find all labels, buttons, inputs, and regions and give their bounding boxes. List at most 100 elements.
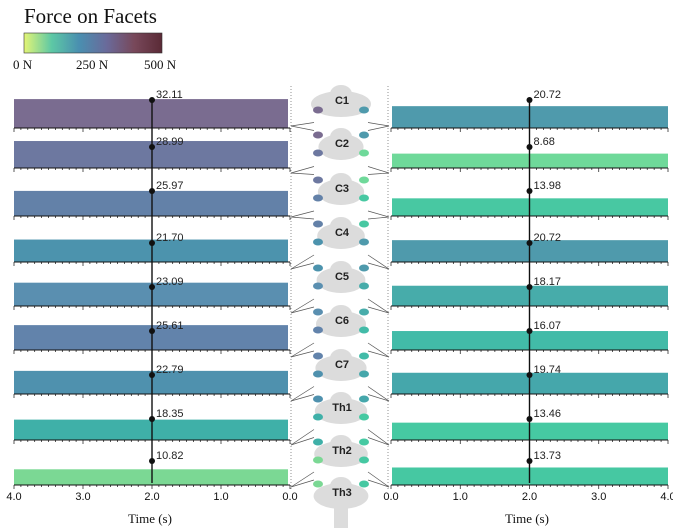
vertebra-shape: [314, 398, 368, 424]
facet-right-top: [359, 149, 369, 157]
facet-right-bottom: [359, 131, 369, 139]
marker-value-label: 20.72: [534, 89, 562, 101]
facet-right-bottom: [359, 395, 369, 403]
vertebra-shape: [316, 311, 366, 337]
vertebra-shape: [317, 179, 365, 205]
connector-line: [290, 122, 315, 127]
facet-right-top: [359, 238, 369, 246]
vertebra-label: Th2: [332, 445, 352, 457]
connector-line: [290, 394, 315, 402]
vertebra-label: Th3: [332, 487, 352, 499]
marker-value-label: 16.07: [534, 320, 562, 332]
facet-left-bottom: [313, 480, 323, 488]
facet-left-top: [313, 238, 323, 246]
vertebra-shape: [330, 217, 352, 235]
connector-line: [367, 210, 390, 218]
marker-point: [526, 458, 533, 464]
connector-line: [290, 437, 315, 446]
facet-left-top: [313, 370, 323, 378]
right-x-axis-label: Time (s): [505, 511, 549, 526]
connector-line: [367, 479, 390, 488]
marker-point: [526, 144, 533, 150]
left-force-band: [14, 190, 288, 216]
facet-right-bottom: [359, 480, 369, 488]
marker-value-label: 28.99: [156, 136, 184, 148]
facet-left-top: [313, 326, 323, 334]
connector-line: [367, 254, 390, 270]
connector-line: [367, 471, 390, 488]
facet-right-bottom: [359, 264, 369, 272]
connector-line: [290, 254, 315, 270]
connector-line: [367, 166, 390, 174]
x-tick-label: 4.0: [660, 491, 673, 503]
connector-line: [290, 471, 315, 488]
marker-point: [149, 97, 155, 103]
connector-line: [367, 350, 390, 358]
marker-point: [149, 240, 155, 246]
facet-left-bottom: [313, 308, 323, 316]
facet-left-top: [313, 413, 323, 421]
marker-point: [149, 416, 155, 422]
vertebra-shape: [313, 483, 369, 509]
marker-point: [526, 188, 533, 194]
left-force-band: [14, 99, 288, 128]
facet-left-top: [313, 282, 323, 290]
connector-line: [290, 386, 315, 402]
vertebra-label: Th1: [332, 402, 352, 414]
connector-line: [367, 262, 390, 270]
connector-line: [290, 172, 315, 175]
vertebra-label: C3: [335, 183, 349, 195]
colorbar-mid-label: 250 N: [76, 57, 109, 72]
connector-line: [367, 342, 390, 358]
left-x-axis-label: Time (s): [128, 511, 172, 526]
x-axes: 4.0 3.0 2.0 1.0 0.0 0.0 1.0 2.0 3.0 4.0: [6, 491, 673, 503]
marker-point: [149, 284, 155, 290]
marker-value-label: 20.72: [534, 232, 562, 244]
vertebra-shape: [330, 128, 352, 146]
marker-value-label: 18.35: [156, 408, 184, 420]
x-tick-label: 2.0: [144, 491, 159, 503]
marker-value-label: 13.98: [534, 180, 562, 192]
marker-point: [149, 372, 155, 378]
connector-line: [367, 306, 390, 314]
vertebra-shape: [317, 223, 365, 249]
vertebra-shape: [330, 85, 352, 103]
connector-line: [367, 386, 390, 402]
marker-value-label: 8.68: [534, 136, 555, 148]
marker-point: [526, 97, 533, 103]
facet-right-bottom: [359, 220, 369, 228]
colorbar: [23, 32, 163, 54]
vertebra-shape: [334, 502, 348, 528]
colorbar-max-label: 500 N: [144, 57, 177, 72]
vertebra-shape: [330, 392, 352, 410]
x-tick-label: 0.0: [383, 491, 398, 503]
vertebra-label: C2: [335, 138, 349, 150]
marker-point: [526, 240, 533, 246]
vertebra-label: C5: [335, 271, 349, 283]
vertebra-label: C4: [335, 227, 350, 239]
facet-left-bottom: [313, 352, 323, 360]
facet-right-top: [359, 370, 369, 378]
facet-left-top: [313, 456, 323, 464]
marker-value-label: 25.97: [156, 180, 184, 192]
facet-right-bottom: [359, 308, 369, 316]
vertebra-shape: [330, 173, 352, 191]
connector-line: [290, 350, 315, 358]
marker-value-label: 18.17: [534, 276, 562, 288]
facet-left-bottom: [313, 176, 323, 184]
marker-value-label: 13.46: [534, 408, 562, 420]
marker-value-label: 10.82: [156, 450, 184, 462]
left-panel: 32.11 28.99 25.97 21.70 23.09 25.61 22.79 18.35…: [13, 89, 291, 489]
spine-diagram: C1 C2 C3 C4 C5 C6 C7 Th1 Th2 Th3: [290, 85, 390, 528]
x-tick-label: 1.0: [213, 491, 228, 503]
marker-value-label: 22.79: [156, 364, 184, 376]
connector-line: [367, 125, 390, 131]
marker-point: [526, 328, 533, 334]
vertebra-shape: [318, 134, 364, 160]
x-tick-label: 1.0: [453, 491, 468, 503]
vertebra-shape: [330, 261, 352, 279]
marker-value-label: 13.73: [534, 450, 562, 462]
vertebra-label: C6: [335, 315, 349, 327]
connector-line: [367, 216, 390, 220]
x-tick-label: 0.0: [282, 491, 297, 503]
